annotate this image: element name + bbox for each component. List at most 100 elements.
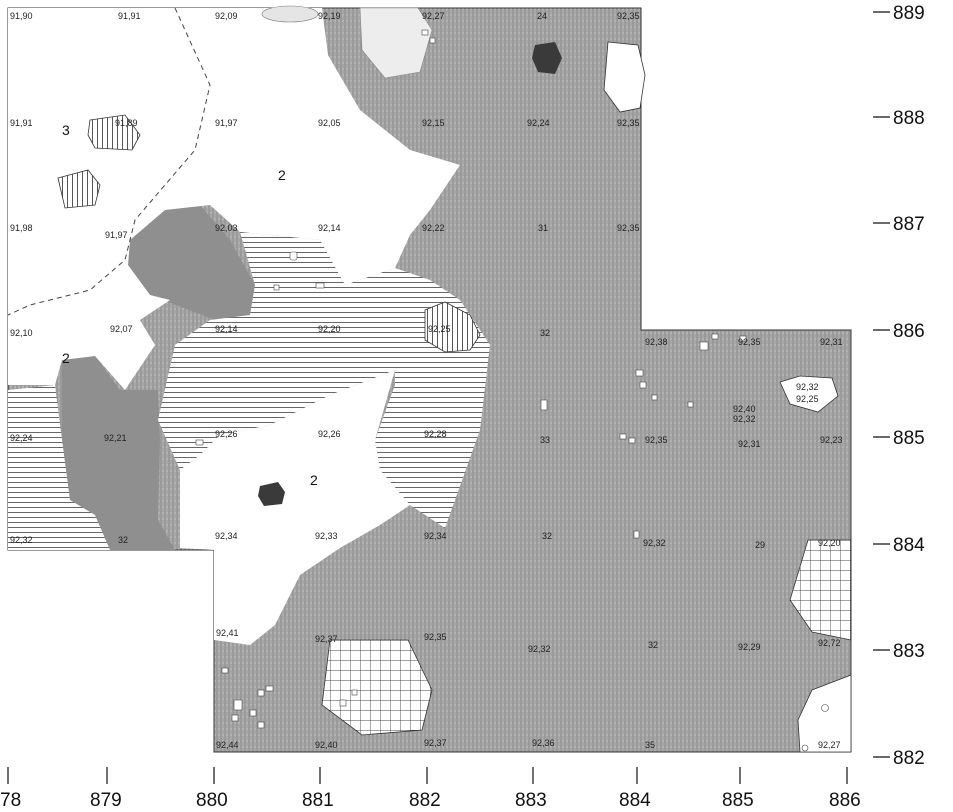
light-patch-north-edge: [261, 5, 319, 23]
elevation-label: 92,37: [315, 634, 338, 644]
x-tick-label: 881: [302, 790, 334, 811]
elevation-label: 92,36: [532, 738, 555, 748]
elevation-label: 92,32: [796, 382, 819, 392]
x-tick-label: 883: [515, 790, 547, 811]
elevation-label: 92,34: [424, 531, 447, 541]
dark-zone-west: [62, 356, 175, 550]
vertical-hatch-patch-2: [57, 169, 101, 209]
elevation-label: 92,41: [216, 628, 239, 638]
elevation-label: 92,40: [733, 404, 756, 414]
elevation-label: 35: [645, 740, 655, 750]
elevation-label: 92,33: [315, 531, 338, 541]
elevation-label: 92,31: [738, 439, 761, 449]
elevation-label: 92,20: [818, 538, 841, 548]
elevation-label: 92,35: [617, 223, 640, 233]
x-tick-label: 882: [409, 790, 441, 811]
white-zone-north: [8, 8, 460, 390]
elevation-label: 92,21: [104, 433, 127, 443]
zone-label: 2: [62, 350, 70, 366]
elevation-label: 92,10: [10, 328, 33, 338]
elevation-label: 92,35: [645, 435, 668, 445]
vertical-hatch-patch-1: [87, 114, 141, 151]
y-axis: [873, 11, 890, 758]
x-tick-label: 880: [196, 790, 228, 811]
elevation-label: 32: [648, 640, 658, 650]
x-axis: [7, 767, 848, 784]
elevation-label: 92,32: [10, 535, 33, 545]
elevation-label: 91,98: [10, 223, 33, 233]
elevation-label: 92,14: [215, 324, 238, 334]
zone-label: 2: [310, 472, 318, 488]
y-tick-label: 882: [893, 748, 925, 769]
x-tick-label: 879: [90, 790, 122, 811]
white-patch-east: [779, 375, 839, 413]
elevation-label: 24: [537, 11, 547, 21]
elevation-label: 92,27: [818, 740, 841, 750]
elevation-label: 31: [538, 223, 548, 233]
elevation-label: 92,23: [820, 435, 843, 445]
elevation-label: 92,03: [215, 223, 238, 233]
elevation-label: 92,15: [422, 118, 445, 128]
elevation-label: 92,35: [617, 118, 640, 128]
elevation-label: 29: [755, 540, 765, 550]
elevation-label: 92,27: [422, 11, 445, 21]
black-patch-south: [258, 482, 285, 506]
elevation-label: 92,35: [738, 337, 761, 347]
elevation-label: 92,35: [424, 632, 447, 642]
elevation-label: 92,09: [215, 11, 238, 21]
y-tick-label: 884: [893, 535, 925, 556]
elevation-label: 32: [118, 535, 128, 545]
elevation-labels: 91,90 91,91 92,09 92,19 92,27 24 92,35 9…: [10, 11, 843, 750]
elevation-label: 92,31: [820, 337, 843, 347]
light-patch-north: [359, 7, 433, 79]
elevation-label: 92,14: [318, 223, 341, 233]
elevation-label: 92,25: [428, 324, 451, 334]
elevation-label: 92,25: [796, 394, 819, 404]
x-tick-label: 884: [619, 790, 651, 811]
y-tick-label: 889: [893, 3, 925, 24]
elevation-label: 92,20: [318, 324, 341, 334]
elevation-label: 91,89: [115, 118, 138, 128]
elevation-label: 92,07: [110, 324, 133, 334]
y-tick-label: 883: [893, 641, 925, 662]
zone-3-boundary: [7, 7, 211, 316]
zone-label: 2: [278, 167, 286, 183]
elevation-label: 91,91: [10, 118, 33, 128]
elevation-label: 92,34: [215, 531, 238, 541]
elevation-label: 92,32: [528, 644, 551, 654]
zone-label: 3: [62, 122, 70, 138]
elevation-label: 91,90: [10, 11, 33, 21]
white-patch-ne: [603, 41, 646, 113]
elevation-label: 92,05: [318, 118, 341, 128]
x-tick-label: 886: [829, 790, 861, 811]
grid-hatch-patch-south: [321, 639, 433, 736]
y-tick-label: 885: [893, 428, 925, 449]
white-patch-se: [797, 674, 852, 753]
y-tick-label: 888: [893, 108, 925, 129]
x-tick-label: 78: [0, 790, 21, 811]
white-zone-south: [180, 370, 410, 645]
elevation-label: 92,32: [643, 538, 666, 548]
elevation-label: 92,24: [527, 118, 550, 128]
vertical-hatch-patch-3: [424, 301, 481, 353]
elevation-label: 92,24: [10, 433, 33, 443]
elevation-label: 92,32: [733, 414, 756, 424]
elevation-label: 91,97: [215, 118, 238, 128]
black-patch-north: [532, 42, 562, 74]
elevation-label: 92,37: [424, 738, 447, 748]
elevation-label: 92,72: [818, 638, 841, 648]
elevation-label: 92,26: [318, 429, 341, 439]
elevation-label: 92,28: [424, 429, 447, 439]
y-tick-label: 887: [893, 214, 925, 235]
elevation-label: 92,19: [318, 11, 341, 21]
hatched-zone-west: [8, 385, 110, 550]
y-tick-label: 886: [893, 321, 925, 342]
elevation-label: 92,38: [645, 337, 668, 347]
elevation-label: 92,40: [315, 740, 338, 750]
hatched-zone-central: [158, 232, 490, 528]
elevation-label: 32: [542, 531, 552, 541]
elevation-label: 92,26: [215, 429, 238, 439]
dark-zone-center: [128, 205, 255, 320]
small-stones: [195, 29, 829, 752]
